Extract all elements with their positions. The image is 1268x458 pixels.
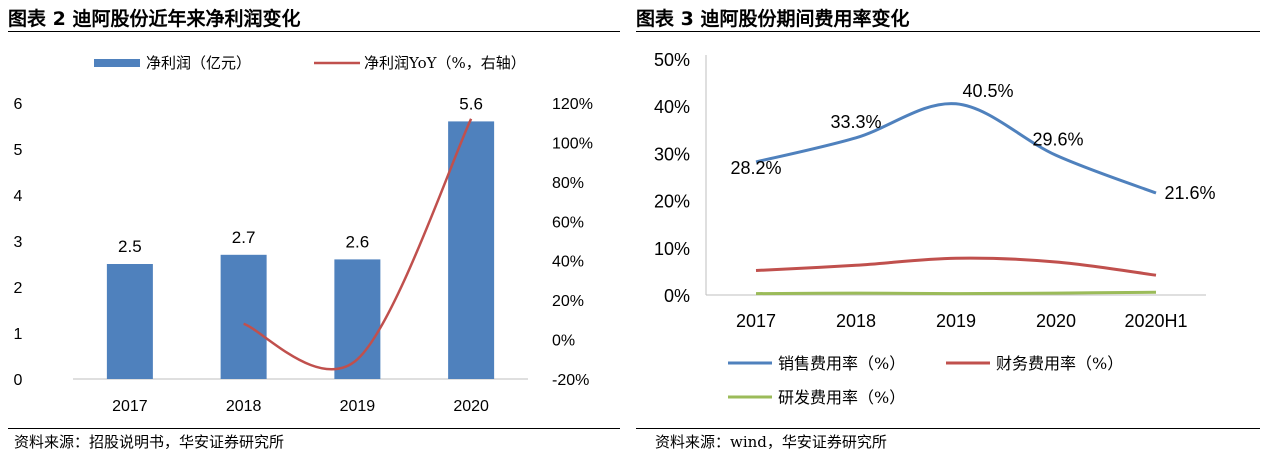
bar-data-label: 2.5 (118, 237, 142, 256)
x-tick-label: 2019 (340, 398, 376, 415)
left-y-tick-label: 1 (14, 326, 23, 343)
legend-label-rnd: 研发费用率（%） (778, 388, 905, 407)
bar-net-profit-2019 (334, 259, 381, 379)
bar-net-profit-2017 (106, 264, 153, 379)
sales-ratio-data-label: 40.5% (962, 81, 1013, 101)
right-y-tick-label: 80% (552, 175, 584, 192)
x-tick-label: 2018 (226, 398, 262, 415)
line-rnd-ratio (755, 290, 1157, 296)
right-y-tick-label: 20% (552, 293, 584, 310)
right-y-tick-label: 40% (552, 254, 584, 271)
x-tick-label: 2020 (453, 398, 489, 415)
line-sales-ratio (755, 102, 1157, 195)
left-source-note: 资料来源：招股说明书，华安证券研究所 (14, 433, 285, 451)
x-tick-label: 2017 (736, 311, 776, 331)
y-tick-label: 20% (654, 192, 690, 212)
left-top-rule (8, 31, 620, 32)
x-tick-label: 2020H1 (1124, 311, 1187, 331)
expense-ratio-chart: 0% 10% 20% 30% 40% 50% 2017 2018 2019 2020 2020H1 2… (654, 50, 1216, 407)
legend-label-yoy: 净利润YoY（%，右轴） (364, 54, 526, 72)
bar-net-profit-2018 (220, 254, 267, 379)
left-y-tick-label: 3 (14, 234, 23, 251)
right-y-tick-label: -20% (552, 372, 589, 389)
sales-ratio-data-label: 21.6% (1164, 183, 1215, 203)
sales-ratio-data-label: 33.3% (830, 112, 881, 132)
legend-label-sales: 销售费用率（%） (778, 354, 905, 373)
left-y-tick-label: 2 (14, 280, 23, 297)
bar-data-label: 5.6 (459, 94, 483, 113)
legend-swatch-net-profit (94, 59, 140, 67)
y-tick-label: 30% (654, 144, 690, 164)
y-tick-label: 40% (654, 97, 690, 117)
y-tick-label: 50% (654, 50, 690, 70)
x-tick-label: 2017 (112, 398, 148, 415)
x-tick-label: 2020 (1036, 311, 1076, 331)
left-chart-title: 图表 2 迪阿股份近年来净利润变化 (8, 8, 301, 30)
left-y-tick-label: 5 (14, 142, 23, 159)
left-bottom-rule (8, 428, 620, 429)
legend-label-net-profit: 净利润（亿元） (146, 54, 251, 72)
left-y-tick-label: 6 (14, 96, 23, 113)
left-y-tick-label: 0 (14, 372, 23, 389)
right-source-note: 资料来源：wind，华安证券研究所 (655, 433, 887, 451)
bar-net-profit-2020 (448, 121, 495, 380)
sales-ratio-data-label: 28.2% (730, 158, 781, 178)
legend-label-finance: 财务费用率（%） (996, 354, 1123, 373)
right-bottom-rule (636, 428, 1260, 429)
line-finance-ratio (755, 256, 1157, 277)
right-y-tick-label: 60% (552, 214, 584, 231)
bar-data-label: 2.6 (346, 232, 370, 251)
x-tick-label: 2018 (836, 311, 876, 331)
left-y-tick-label: 4 (14, 188, 23, 205)
right-chart-title: 图表 3 迪阿股份期间费用率变化 (636, 8, 910, 30)
right-top-rule (636, 31, 1260, 32)
y-tick-label: 10% (654, 239, 690, 259)
y-tick-label: 0% (664, 286, 690, 306)
right-y-tick-label: 100% (552, 135, 593, 152)
bar-data-label: 2.7 (232, 228, 256, 247)
sales-ratio-data-label: 29.6% (1032, 129, 1083, 149)
right-y-tick-label: 0% (552, 333, 575, 350)
net-profit-chart: 净利润（亿元） 净利润YoY（%，右轴） 0 1 2 3 4 5 6 -20% 0% 20% 40% 60… (14, 54, 593, 415)
right-y-tick-label: 120% (552, 96, 593, 113)
line-net-profit-yoy (243, 118, 473, 371)
x-tick-label: 2019 (936, 311, 976, 331)
